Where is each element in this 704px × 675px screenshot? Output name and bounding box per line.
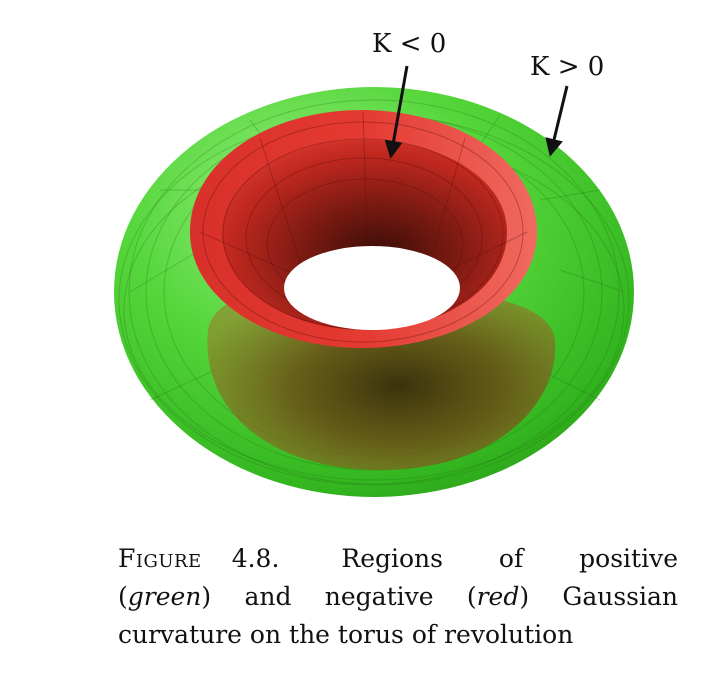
arrow-positive xyxy=(545,85,569,157)
figure-caption: Figure 4.8. Regions of positive (green) a… xyxy=(118,540,678,654)
caption-green-word: green xyxy=(127,582,202,611)
caption-red-word: red xyxy=(476,582,520,611)
arrow-negative xyxy=(384,65,409,159)
torus-hole xyxy=(284,246,460,330)
caption-line1-text: Regions of positive xyxy=(341,544,679,573)
torus-figure: K < 0 K > 0 xyxy=(114,29,634,497)
caption-line2-end: Gaussian xyxy=(562,582,679,611)
red-mesh xyxy=(199,111,528,343)
caption-line-1: Figure 4.8. Regions of positive xyxy=(118,540,678,578)
caption-figure-number: 4.8. xyxy=(231,544,280,573)
label-positive-curvature: K > 0 xyxy=(530,52,604,82)
caption-line2-mid: and negative xyxy=(244,582,434,611)
caption-line-2: (green) and negative (red) Gaussian xyxy=(118,582,679,611)
torus-illustration: K < 0 K > 0 xyxy=(114,29,634,497)
label-negative-curvature: K < 0 xyxy=(372,29,446,59)
caption-figure-word: Figure xyxy=(118,544,202,573)
caption-line-3: curvature on the torus of revolution xyxy=(118,620,574,649)
